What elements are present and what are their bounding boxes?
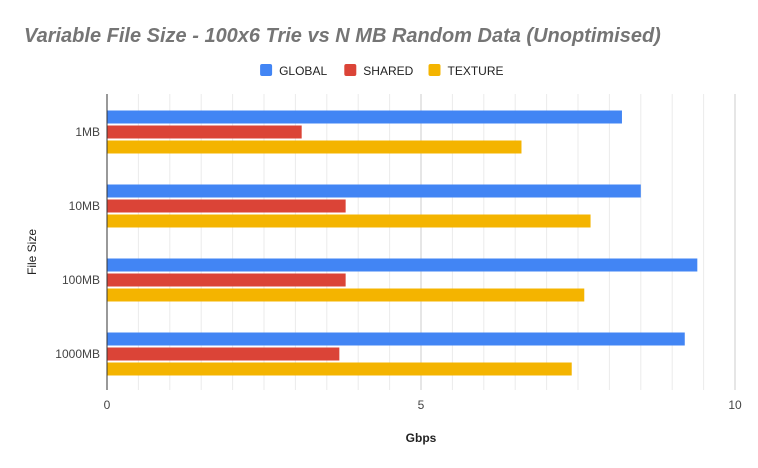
x-tick-labels: 0 5 10 [104, 398, 742, 412]
legend-swatch [260, 64, 273, 76]
bar-global-100mb [107, 258, 698, 272]
bars [107, 110, 698, 376]
bar-texture-1000mb [107, 362, 572, 376]
bar-global-1000mb [107, 332, 685, 346]
bar-global-1mb [107, 110, 622, 124]
legend-label: SHARED [363, 64, 413, 78]
bar-shared-100mb [107, 273, 346, 287]
legend-item-shared: SHARED [344, 64, 414, 78]
bar-texture-10mb [107, 214, 591, 228]
legend-label: TEXTURE [448, 64, 504, 78]
y-tick-label: 1000MB [55, 347, 100, 361]
legend-item-global: GLOBAL [260, 64, 327, 78]
legend-swatch [428, 64, 441, 76]
x-tick-label: 5 [418, 398, 425, 412]
y-tick-label: 1MB [75, 125, 100, 139]
bar-shared-10mb [107, 199, 346, 213]
y-tick-label: 10MB [69, 199, 100, 213]
x-tick-label: 10 [728, 398, 742, 412]
y-axis-title: File Size [25, 229, 39, 275]
y-tick-labels: 1MB 10MB 100MB 1000MB [55, 125, 100, 361]
bar-shared-1000mb [107, 347, 340, 361]
legend-label: GLOBAL [279, 64, 327, 78]
bar-texture-100mb [107, 288, 585, 302]
chart-title: Variable File Size - 100x6 Trie vs N MB … [24, 25, 661, 47]
bar-shared-1mb [107, 125, 302, 139]
bar-global-10mb [107, 184, 641, 198]
bar-texture-1mb [107, 140, 522, 154]
legend: GLOBAL SHARED TEXTURE [260, 64, 504, 78]
x-tick-label: 0 [104, 398, 111, 412]
legend-swatch [344, 64, 357, 76]
y-tick-label: 100MB [62, 273, 100, 287]
legend-item-texture: TEXTURE [428, 64, 504, 78]
x-axis-title: Gbps [406, 431, 437, 445]
